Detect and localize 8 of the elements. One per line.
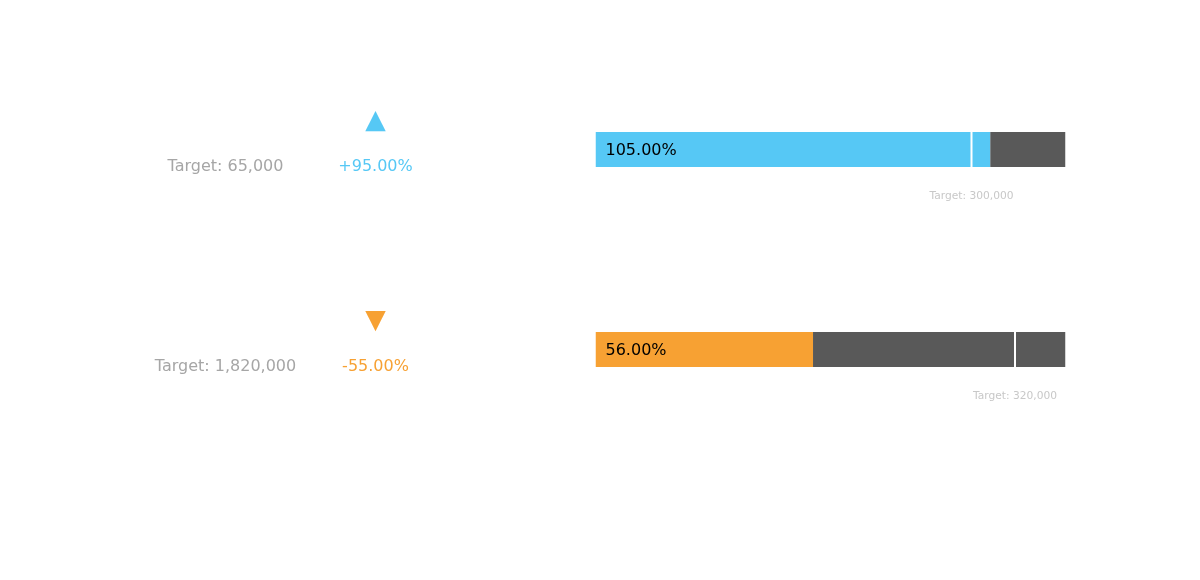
text: +95.00% xyxy=(338,156,413,175)
data-label: 105.00% xyxy=(605,140,677,159)
text: -55.00% xyxy=(342,356,409,375)
text: Target: 65,000 xyxy=(166,156,284,175)
text: Target: 1,820,000 xyxy=(153,356,297,375)
text: ▼ xyxy=(365,303,387,334)
data-label: 56.00% xyxy=(605,340,667,359)
text: ▲ xyxy=(365,103,387,134)
